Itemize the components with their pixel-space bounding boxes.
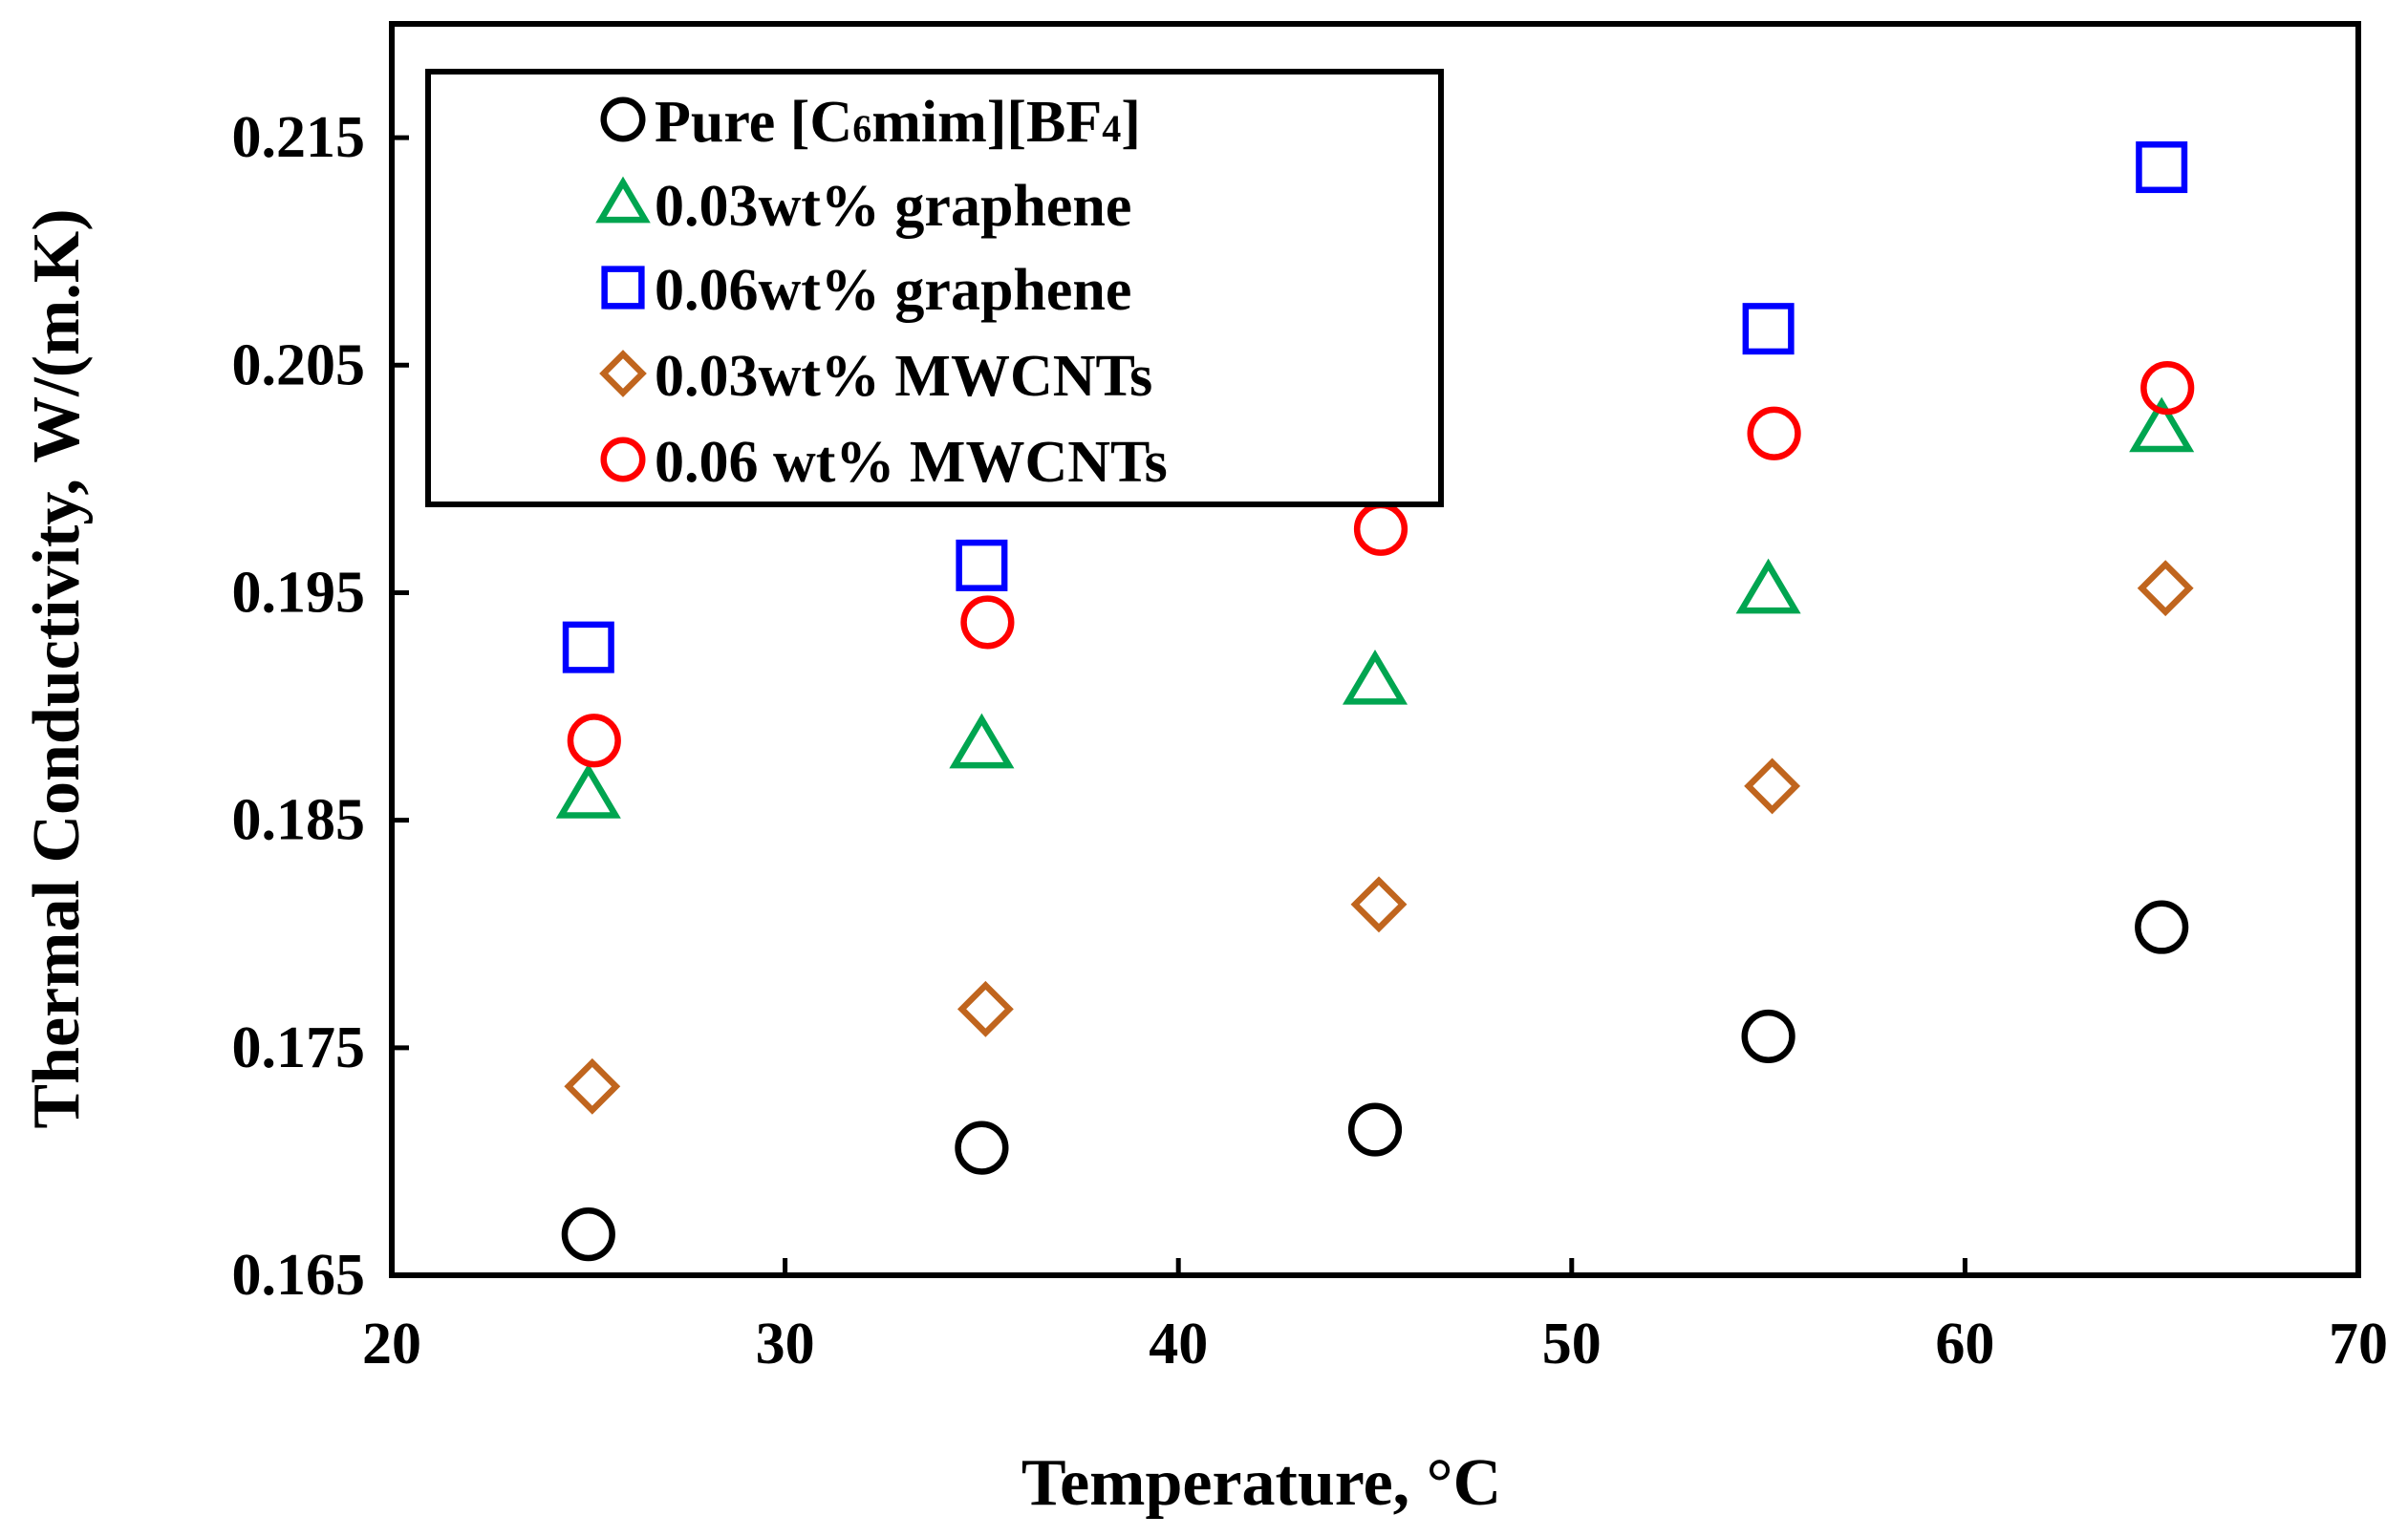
legend-frame [425,69,1444,507]
legend-items: Pure [C6mim][BF4] 0.03wt% graphene 0.06wt%… [595,90,1168,495]
y-tick-label: 0.175 [232,1015,366,1080]
y-tick-label: 0.205 [232,332,366,397]
data-point-diamond [2137,560,2194,617]
data-markers [555,141,2195,1262]
data-point-circle [1747,406,1801,460]
data-point-square [956,539,1008,591]
data-point-diamond [1350,876,1408,933]
data-point-triangle [1735,558,1801,614]
y-tick-label: 0.215 [232,105,366,170]
data-point-circle [1741,1009,1795,1063]
data-point-circle [2140,361,2195,416]
legend-label: 0.06wt% graphene [655,258,1131,323]
x-axis-title: Temperature, °C [1021,1446,1501,1520]
legend-marker-triangle [595,176,651,224]
x-axis: 20 30 40 50 60 70 [362,1258,2388,1377]
data-point-triangle [555,763,621,819]
data-point-triangle [949,713,1015,769]
data-point-triangle [2129,396,2195,453]
data-point-triangle [1342,649,1408,705]
x-tick-label: 70 [2329,1312,2388,1377]
x-tick-label: 60 [1935,1312,1994,1377]
data-point-circle [960,595,1015,650]
x-tick-label: 50 [1542,1312,1602,1377]
legend-label: 0.06 wt% MWCNTs [655,430,1168,495]
y-tick-label: 0.195 [232,560,366,625]
y-axis-title: Thermal Conductivity, W/(m.K) [20,208,94,1128]
data-point-diamond [564,1057,621,1115]
data-point-diamond [957,980,1014,1037]
legend: Pure [C6mim][BF4] 0.03wt% graphene 0.06wt%… [425,69,1444,507]
legend-label: 0.03wt% graphene [655,174,1131,239]
x-tick-label: 20 [362,1312,421,1377]
plot-area-frame [389,21,2361,1278]
y-tick-label: 0.185 [232,788,366,853]
y-axis: 0.165 0.175 0.185 0.195 0.205 0.215 [232,105,409,1308]
data-point-circle [955,1121,1009,1175]
x-tick-label: 30 [756,1312,815,1377]
legend-marker-diamond [599,350,647,397]
legend-label: Pure [C6mim][BF4] [655,90,1141,155]
data-point-circle [567,714,621,768]
legend-label: 0.03wt% MWCNTs [655,344,1152,409]
y-tick-label: 0.165 [232,1243,366,1308]
legend-marker-square [601,266,645,310]
data-point-circle [1347,1102,1403,1157]
data-point-square [562,621,614,673]
legend-marker-circle [600,437,646,482]
data-point-diamond [1744,758,1801,815]
data-point-circle [561,1207,615,1262]
x-tick-label: 40 [1149,1312,1208,1377]
data-point-square [1742,303,1795,355]
legend-marker-circle [600,96,646,142]
data-point-circle [2135,900,2189,954]
data-point-square [2136,141,2188,194]
